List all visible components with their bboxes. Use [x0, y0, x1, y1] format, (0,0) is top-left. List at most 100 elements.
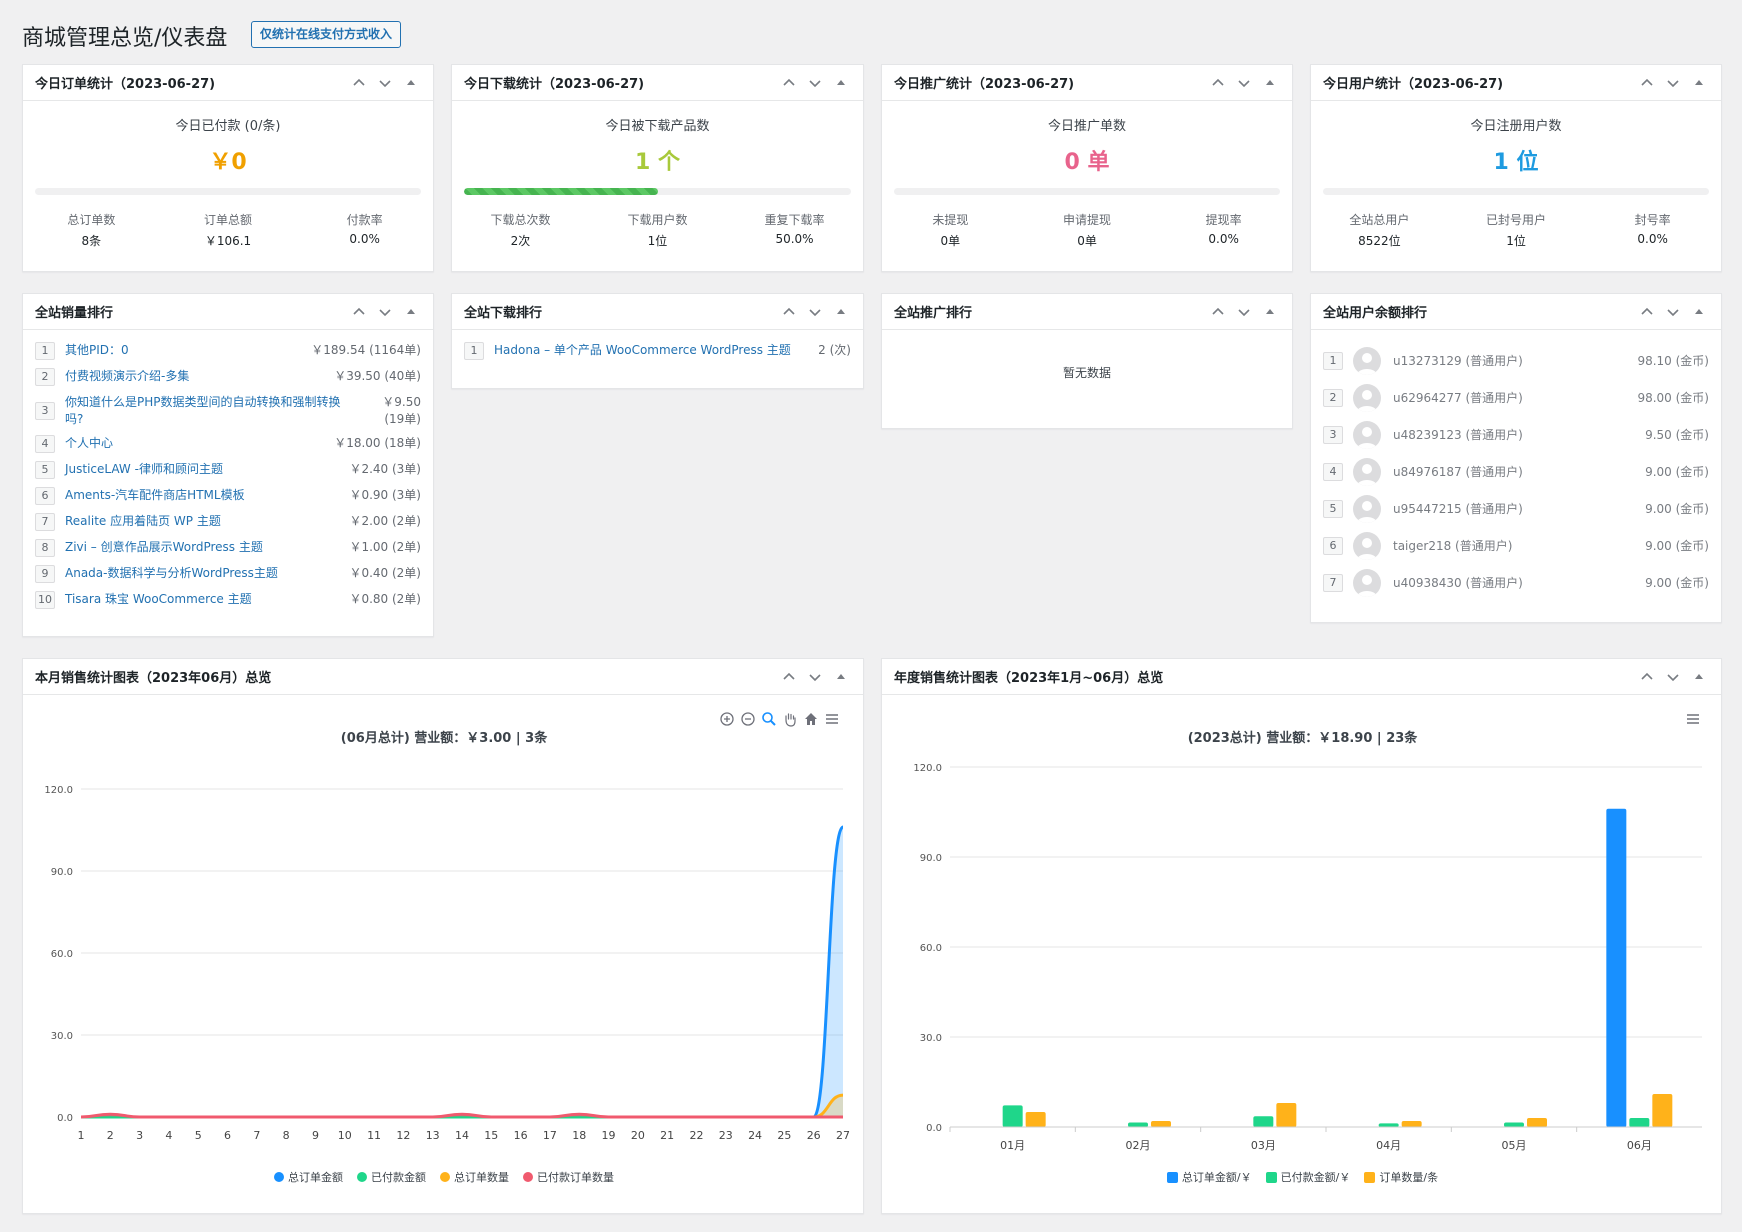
x-tick-label: 18: [572, 1129, 586, 1142]
legend-item[interactable]: 已付款订单数量: [523, 1169, 614, 1185]
legend-item[interactable]: 已付款金额/￥: [1265, 1169, 1350, 1185]
move-up-button[interactable]: [1637, 73, 1657, 93]
user-link[interactable]: u48239123 (普通用户): [1393, 428, 1523, 442]
move-up-button[interactable]: [349, 302, 369, 322]
collapse-button[interactable]: [401, 302, 421, 322]
x-tick-label: 14: [455, 1129, 469, 1142]
legend-dot: [357, 1172, 367, 1182]
zoom-out-icon[interactable]: [740, 711, 756, 727]
rank-number: 1: [35, 342, 55, 360]
product-link[interactable]: Anada-数据科学与分析WordPress主题: [65, 566, 278, 580]
user-avatar-icon: [1357, 426, 1377, 449]
stat-value: 0.0%: [1208, 232, 1239, 246]
legend-item[interactable]: 已付款金额: [357, 1169, 426, 1185]
bar: [1527, 1118, 1547, 1127]
move-down-button[interactable]: [1234, 302, 1254, 322]
legend-dot: [440, 1172, 450, 1182]
stat-label: 下载用户数: [627, 213, 688, 227]
collapse-button[interactable]: [831, 302, 851, 322]
stat-label: 付款率: [346, 213, 383, 227]
move-down-button[interactable]: [375, 302, 395, 322]
move-up-button[interactable]: [1637, 302, 1657, 322]
chevron-down-icon: [809, 673, 821, 681]
user-link[interactable]: u13273129 (普通用户): [1393, 354, 1523, 368]
users-stats: 全站总用户 8522位 已封号用户 1位 封号率 0.0%: [1311, 211, 1721, 249]
collapse-button[interactable]: [401, 73, 421, 93]
menu-icon[interactable]: [1685, 711, 1701, 727]
online-payment-filter-button[interactable]: 仅统计在线支付方式收入: [251, 21, 402, 48]
chevron-down-icon: [379, 79, 391, 87]
user-link[interactable]: u84976187 (普通用户): [1393, 465, 1523, 479]
product-link[interactable]: JusticeLAW -律师和顾问主题: [65, 462, 223, 476]
x-tick-label: 17: [543, 1129, 557, 1142]
collapse-button[interactable]: [1689, 667, 1709, 687]
orders-stats: 总订单数 8条 订单总额 ￥106.1 付款率 0.0%: [23, 211, 433, 249]
x-tick-label: 02月: [1126, 1139, 1151, 1152]
rank-number: 3: [1323, 425, 1343, 444]
move-up-button[interactable]: [1637, 667, 1657, 687]
collapse-button[interactable]: [831, 667, 851, 687]
user-link[interactable]: u95447215 (普通用户): [1393, 502, 1523, 516]
menu-icon[interactable]: [824, 711, 840, 727]
legend-item[interactable]: 总订单金额/￥: [1166, 1169, 1252, 1185]
collapse-button[interactable]: [1260, 73, 1280, 93]
product-link[interactable]: 个人中心: [65, 436, 114, 450]
move-up-button[interactable]: [1208, 302, 1228, 322]
legend-item[interactable]: 总订单金额: [274, 1169, 343, 1185]
collapse-button[interactable]: [831, 73, 851, 93]
legend-swatch: [1265, 1171, 1277, 1183]
bar: [1276, 1103, 1297, 1127]
move-down-button[interactable]: [805, 302, 825, 322]
move-down-button[interactable]: [1234, 73, 1254, 93]
pan-hand-icon[interactable]: [782, 711, 798, 727]
stat-label: 重复下载率: [764, 213, 825, 227]
legend-label: 已付款订单数量: [537, 1171, 614, 1184]
move-up-button[interactable]: [1208, 73, 1228, 93]
collapse-button[interactable]: [1689, 73, 1709, 93]
rank-number: 2: [1323, 388, 1343, 407]
user-link[interactable]: u40938430 (普通用户): [1393, 576, 1523, 590]
triangle-up-icon: [407, 308, 415, 314]
product-link[interactable]: Realite 应用着陆页 WP 主题: [65, 514, 221, 528]
zoom-in-icon[interactable]: [719, 711, 735, 727]
move-down-button[interactable]: [1663, 73, 1683, 93]
move-up-button[interactable]: [779, 302, 799, 322]
stat-value: 50.0%: [775, 232, 814, 246]
product-link[interactable]: Zivi – 创意作品展示WordPress 主题: [65, 540, 263, 554]
promo-sub: 今日推广单数: [1047, 119, 1126, 134]
move-up-button[interactable]: [779, 73, 799, 93]
move-down-button[interactable]: [805, 73, 825, 93]
downloads-card-title: 今日下载统计（2023-06-27): [464, 77, 645, 92]
chart-toolbar: [1685, 711, 1701, 727]
move-down-button[interactable]: [1663, 667, 1683, 687]
legend-item[interactable]: 总订单数量: [440, 1169, 509, 1185]
user-link[interactable]: u62964277 (普通用户): [1393, 391, 1523, 405]
product-link[interactable]: 其他PID：0: [65, 343, 129, 357]
magnifier-icon[interactable]: [761, 711, 777, 727]
move-down-button[interactable]: [1663, 302, 1683, 322]
home-reset-icon[interactable]: [803, 711, 819, 727]
year-chart-card-title: 年度销售统计图表（2023年1月~06月）总览: [894, 671, 1164, 686]
user-link[interactable]: taiger218 (普通用户): [1393, 539, 1513, 553]
collapse-button[interactable]: [1260, 302, 1280, 322]
x-tick-label: 2: [107, 1129, 114, 1142]
product-link[interactable]: 付费视频演示介绍-多集: [65, 369, 190, 383]
product-link[interactable]: Aments-汽车配件商店HTML模板: [65, 488, 245, 502]
rank-number: 6: [35, 487, 55, 505]
move-down-button[interactable]: [375, 73, 395, 93]
empty-state: 暂无数据: [1062, 366, 1111, 380]
users-card-title: 今日用户统计（2023-06-27): [1323, 77, 1504, 92]
stat-label: 订单总额: [204, 213, 253, 227]
chevron-down-icon: [1667, 308, 1679, 316]
move-down-button[interactable]: [805, 667, 825, 687]
product-link[interactable]: 你知道什么是PHP数据类型间的自动转换和强制转换吗?: [65, 395, 341, 426]
product-link[interactable]: Tisara 珠宝 WooCommerce 主题: [65, 592, 252, 606]
product-link[interactable]: Hadona – 单个产品 WooCommerce WordPress 主题: [494, 343, 791, 357]
stat-label: 全站总用户: [1349, 213, 1410, 227]
year-chart-legend: 总订单金额/￥ 已付款金额/￥ 订单数量/条: [882, 1169, 1723, 1185]
move-up-button[interactable]: [349, 73, 369, 93]
collapse-button[interactable]: [1689, 302, 1709, 322]
legend-item[interactable]: 订单数量/条: [1364, 1169, 1438, 1185]
move-up-button[interactable]: [779, 667, 799, 687]
triangle-up-icon: [1266, 308, 1274, 314]
